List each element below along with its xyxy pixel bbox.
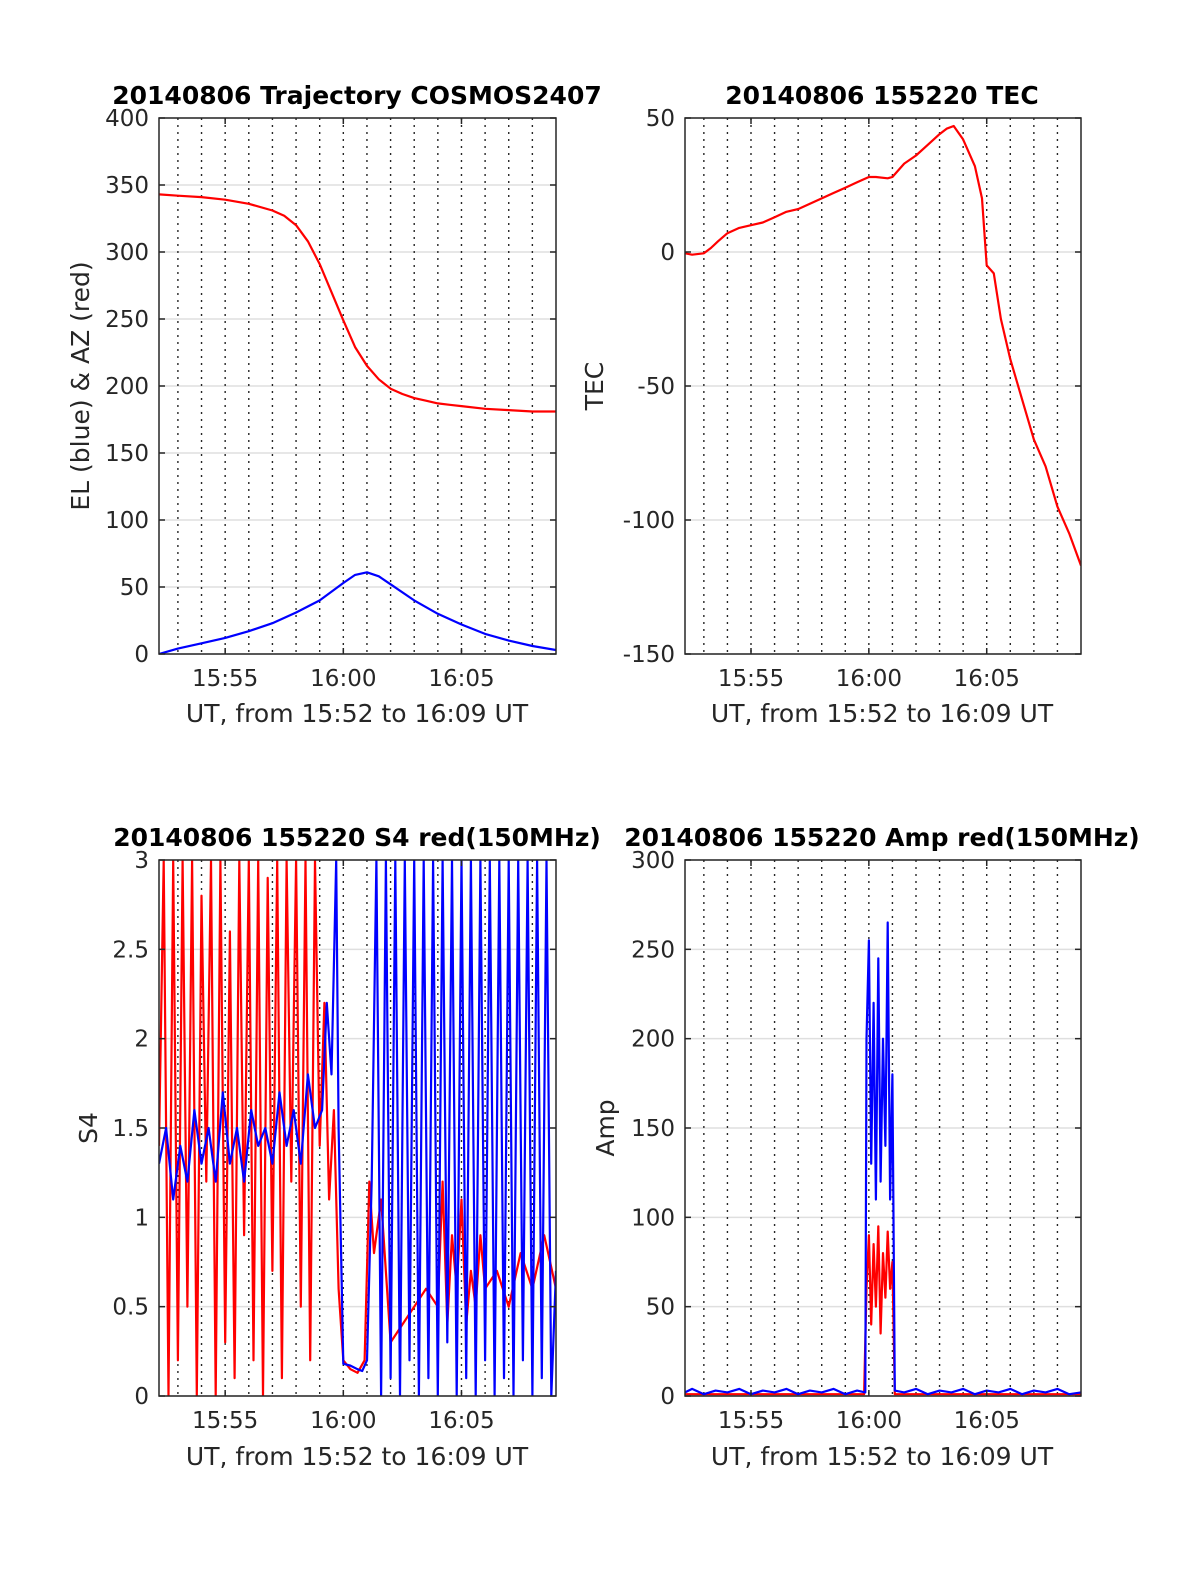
y-tick-label: 400 xyxy=(105,106,149,132)
series-group xyxy=(159,193,556,654)
x-tick-label: 16:05 xyxy=(954,1408,1020,1434)
y-axis-label: EL (blue) & AZ (red) xyxy=(66,261,95,510)
x-tick-label: 15:55 xyxy=(718,666,784,692)
y-tick-label: 50 xyxy=(646,1295,675,1321)
y-tick-label: 250 xyxy=(631,937,675,963)
chart-title: 20140806 155220 Amp red(150MHz) xyxy=(624,823,1140,852)
x-axis-label: UT, from 15:52 to 16:09 UT xyxy=(186,699,529,728)
chart-title: 20140806 155220 S4 red(150MHz) xyxy=(113,823,601,852)
series-line-0 xyxy=(685,124,1081,566)
series-group xyxy=(685,124,1081,566)
y-tick-label: 1 xyxy=(134,1205,149,1231)
chart-title: 20140806 155220 TEC xyxy=(725,81,1038,110)
x-tick-label: 16:00 xyxy=(836,1408,902,1434)
x-tick-label: 16:00 xyxy=(836,666,902,692)
y-tick-label: 1.5 xyxy=(112,1116,149,1142)
tec-chart: -150 -100 -50 0 50 15:55 16:00 16:05 20140806 15… xyxy=(580,81,1082,728)
x-tick-label: 15:55 xyxy=(192,1408,258,1434)
y-tick-label: 0 xyxy=(660,1384,675,1410)
series-line-1 xyxy=(685,921,1081,1396)
series-line-0 xyxy=(159,193,556,413)
y-tick-label: 250 xyxy=(105,307,149,333)
series-group xyxy=(159,860,556,1396)
y-tick-label: 100 xyxy=(631,1205,675,1231)
amp-chart: 0 50 100 150 200 250 300 15:55 16:00 16:05 2014080… xyxy=(591,823,1140,1471)
y-tick-label: 200 xyxy=(105,374,149,400)
series-group xyxy=(685,921,1081,1396)
series-line-0 xyxy=(159,860,556,1396)
y-tick-label: 2 xyxy=(134,1027,149,1053)
y-axis-label: S4 xyxy=(74,1112,103,1144)
y-tick-label: 0 xyxy=(134,1384,149,1410)
chart-title: 20140806 Trajectory COSMOS2407 xyxy=(112,81,602,110)
series-line-1 xyxy=(159,571,556,654)
series-line-1 xyxy=(159,860,556,1396)
y-tick-label: 300 xyxy=(105,240,149,266)
x-tick-label: 16:05 xyxy=(428,1408,494,1434)
s4-chart: 0 0.5 1 1.5 2 2.5 3 15:55 16:00 16:05 20140806 155… xyxy=(74,823,601,1471)
y-tick-label: 150 xyxy=(105,441,149,467)
x-axis-label: UT, from 15:52 to 16:09 UT xyxy=(186,1442,529,1471)
y-tick-label: -150 xyxy=(623,642,675,668)
y-axis-label: Amp xyxy=(591,1099,620,1156)
y-tick-label: 300 xyxy=(631,848,675,874)
y-tick-label: 350 xyxy=(105,173,149,199)
y-tick-label: -100 xyxy=(623,508,675,534)
trajectory-chart: 0 50 100 150 200 250 300 350 400 15:55 16:00 16:05 2… xyxy=(66,81,602,728)
y-tick-label: 50 xyxy=(646,106,675,132)
y-tick-label: 3 xyxy=(134,848,149,874)
x-tick-label: 16:05 xyxy=(428,666,494,692)
y-tick-label: 0.5 xyxy=(112,1295,149,1321)
y-tick-label: -50 xyxy=(637,374,675,400)
x-tick-label: 16:00 xyxy=(310,1408,376,1434)
y-tick-label: 2.5 xyxy=(112,937,149,963)
y-tick-label: 50 xyxy=(120,575,149,601)
y-axis-label: TEC xyxy=(580,362,609,412)
x-axis-label: UT, from 15:52 to 16:09 UT xyxy=(711,699,1054,728)
x-tick-label: 15:55 xyxy=(718,1408,784,1434)
y-tick-label: 0 xyxy=(660,240,675,266)
y-tick-label: 0 xyxy=(134,642,149,668)
x-tick-label: 16:00 xyxy=(310,666,376,692)
y-tick-label: 100 xyxy=(105,508,149,534)
y-tick-label: 200 xyxy=(631,1027,675,1053)
x-tick-label: 15:55 xyxy=(192,666,258,692)
y-tick-label: 150 xyxy=(631,1116,675,1142)
x-axis-label: UT, from 15:52 to 16:09 UT xyxy=(711,1442,1054,1471)
x-tick-label: 16:05 xyxy=(954,666,1020,692)
